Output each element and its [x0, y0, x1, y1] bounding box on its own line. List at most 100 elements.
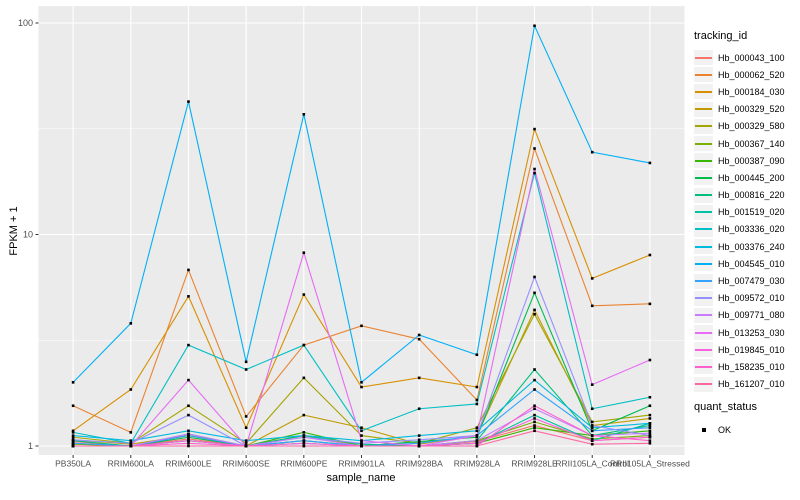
legend-key-swatch: [694, 84, 713, 100]
data-point: [648, 422, 652, 425]
legend-key-swatch: [694, 422, 713, 437]
data-point: [360, 444, 363, 448]
series-color-line-icon: [695, 245, 712, 248]
series-color-line-icon: [695, 56, 712, 59]
legend-item-quant-ok: OK: [694, 421, 731, 438]
data-point: [475, 426, 479, 430]
data-point: [417, 333, 421, 337]
x-axis-title: sample_name: [326, 472, 396, 484]
legend-item: Hb_000367_140: [694, 135, 785, 152]
legend-item: Hb_001519_020: [694, 204, 785, 221]
series-color-line-icon: [695, 280, 712, 283]
legend-title-tracking-id: tracking_id: [694, 30, 748, 42]
data-point: [533, 378, 536, 382]
data-point: [648, 431, 652, 435]
data-point: [187, 343, 190, 347]
legend-item: Hb_009572_010: [694, 290, 785, 307]
legend-item-label: Hb_003376_240: [718, 241, 785, 252]
legend-item-label: Hb_013253_030: [718, 327, 785, 338]
legend-item-label: Hb_007479_030: [718, 276, 785, 287]
data-point: [360, 381, 363, 384]
data-point: [417, 438, 421, 442]
data-point: [533, 127, 536, 131]
x-tick-label: RRIM600LA: [108, 459, 155, 469]
legend-key-swatch: [694, 342, 713, 358]
legend-key-swatch: [694, 136, 713, 152]
series-color-line-icon: [695, 228, 712, 231]
data-point: [475, 434, 479, 437]
legend-item-label: Hb_009572_010: [718, 293, 785, 304]
legend-key-swatch: [694, 376, 713, 392]
data-point: [71, 381, 75, 384]
series-color-line-icon: [695, 297, 712, 300]
data-point: [417, 434, 421, 437]
data-point: [533, 312, 536, 316]
legend-key-swatch: [694, 187, 713, 203]
data-point: [71, 429, 75, 433]
legend-item-label: Hb_158235_010: [718, 361, 785, 372]
legend-item: Hb_000062_520: [694, 66, 785, 83]
legend-item-label: Hb_000043_100: [718, 52, 785, 63]
legend-item-label: Hb_001519_020: [718, 207, 785, 218]
legend-key-swatch: [694, 273, 713, 289]
series-color-line-icon: [695, 108, 712, 111]
data-point: [71, 441, 75, 445]
data-point: [302, 413, 306, 417]
data-point: [129, 439, 133, 442]
data-point: [475, 444, 479, 448]
legend: tracking_id Hb_000043_100 Hb_000062_520 Hb…: [694, 30, 800, 435]
legend-key-swatch: [694, 290, 713, 306]
series-color-line-icon: [695, 365, 712, 368]
legend-item: Hb_007479_030: [694, 272, 785, 289]
legend-item: Hb_019845_010: [694, 341, 785, 358]
data-point: [187, 432, 190, 436]
data-point: [648, 429, 652, 433]
legend-key-swatch: [694, 221, 713, 237]
data-point: [187, 441, 190, 445]
data-point: [360, 385, 363, 389]
data-point: [590, 424, 594, 427]
data-point: [475, 353, 479, 357]
data-point: [648, 413, 652, 417]
series-color-line-icon: [695, 90, 712, 93]
data-point: [590, 420, 594, 424]
series-color-line-icon: [695, 383, 712, 386]
data-point: [590, 383, 594, 386]
data-point: [417, 337, 421, 341]
x-tick-label: RRIM901LA: [338, 459, 385, 469]
data-point: [360, 426, 363, 430]
data-point: [360, 439, 363, 442]
legend-item-label: Hb_000184_030: [718, 86, 785, 97]
data-point: [71, 404, 75, 408]
y-tick-label: 100: [18, 18, 33, 28]
series-color-line-icon: [695, 176, 712, 179]
data-point: [302, 343, 306, 347]
point-marker-icon: [701, 427, 706, 432]
legend-item: Hb_003376_240: [694, 238, 785, 255]
x-tick-label: RRIM600SE: [223, 459, 271, 469]
legend-item: Hb_000816_220: [694, 187, 785, 204]
data-point: [71, 431, 75, 434]
data-point: [648, 434, 652, 437]
data-point: [648, 426, 652, 430]
data-point: [648, 424, 652, 427]
data-point: [475, 441, 479, 445]
data-point: [417, 444, 421, 448]
data-point: [187, 404, 190, 408]
data-point: [71, 434, 75, 437]
data-point: [244, 360, 248, 364]
data-point: [590, 437, 594, 441]
legend-title-quant-status: quant_status: [694, 401, 757, 413]
data-point: [187, 439, 190, 442]
legend-key-swatch: [694, 307, 713, 323]
legend-key-swatch: [694, 101, 713, 117]
data-point: [187, 295, 190, 298]
data-point: [360, 434, 363, 437]
data-point: [533, 291, 536, 295]
legend-item: Hb_003336_020: [694, 221, 785, 238]
legend-key-swatch: [694, 359, 713, 375]
data-point: [648, 358, 652, 362]
legend-item: Hb_004545_010: [694, 255, 785, 272]
data-point: [129, 431, 133, 434]
